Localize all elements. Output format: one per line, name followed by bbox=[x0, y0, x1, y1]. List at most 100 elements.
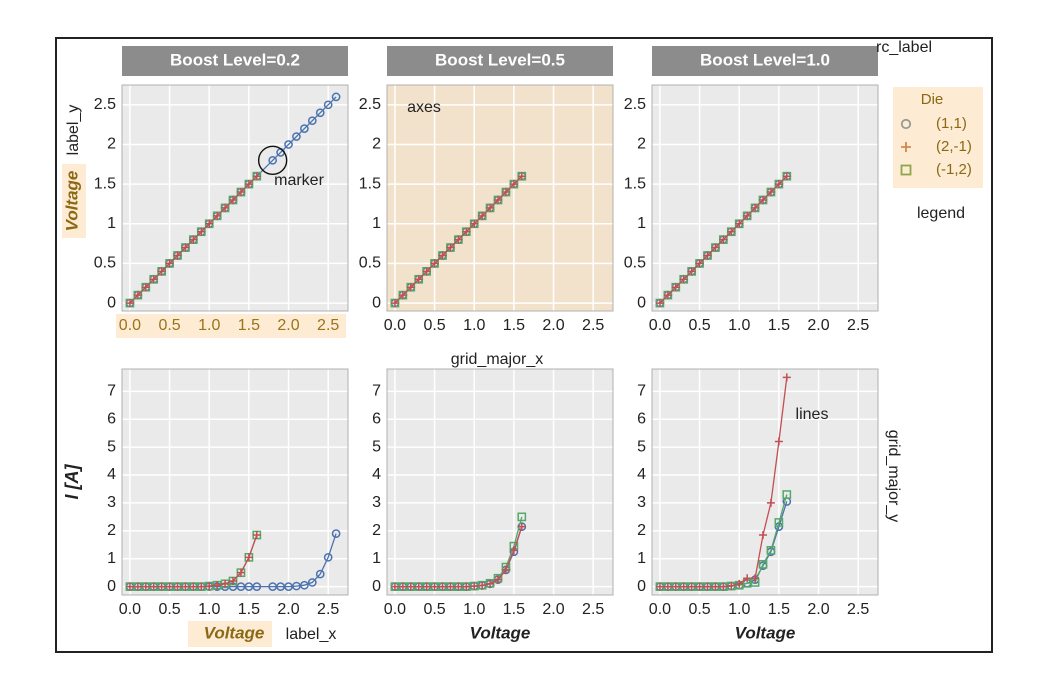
y-tick-label: 7 bbox=[372, 383, 381, 400]
panel-border bbox=[651, 368, 879, 596]
x-tick-label: 0.5 bbox=[158, 601, 180, 618]
data-point bbox=[398, 291, 407, 300]
y-tick-label: 0 bbox=[107, 294, 116, 311]
data-point bbox=[719, 582, 728, 591]
x-tick-label: 0.5 bbox=[423, 317, 445, 334]
data-point bbox=[173, 251, 182, 260]
x-tick-label: 1.0 bbox=[198, 317, 220, 334]
data-point bbox=[766, 498, 775, 507]
y-tick-label: 2.5 bbox=[359, 96, 381, 113]
annotation-lines: lines bbox=[796, 406, 829, 423]
data-point bbox=[189, 582, 198, 591]
annotation-label-x: label_x bbox=[286, 626, 337, 643]
data-point bbox=[782, 373, 791, 382]
x-axis-label: Voltage bbox=[470, 623, 531, 642]
x-tick-label: 1.5 bbox=[238, 317, 260, 334]
data-point bbox=[446, 582, 455, 591]
data-point bbox=[149, 582, 158, 591]
legend-square-icon bbox=[900, 164, 912, 176]
data-point bbox=[323, 552, 333, 562]
data-point bbox=[205, 219, 214, 228]
data-point bbox=[390, 582, 399, 591]
data-point bbox=[252, 531, 261, 540]
data-point bbox=[149, 275, 158, 284]
data-point bbox=[655, 299, 664, 308]
data-point bbox=[462, 582, 471, 591]
y-tick-label: 1 bbox=[372, 215, 381, 232]
data-point bbox=[735, 219, 744, 228]
y-tick-label: 5 bbox=[372, 438, 381, 455]
data-point bbox=[782, 490, 792, 499]
data-point bbox=[766, 188, 775, 197]
y-tick-label: 0 bbox=[372, 294, 381, 311]
data-point bbox=[494, 575, 503, 584]
legend-entry-label: (-1,2) bbox=[936, 161, 972, 178]
annotation-rc-label: rc_label bbox=[876, 39, 932, 56]
data-point bbox=[711, 582, 720, 591]
data-point bbox=[157, 267, 166, 276]
x-tick-label: 2.0 bbox=[277, 601, 299, 618]
facet-strip bbox=[122, 46, 348, 76]
data-point bbox=[181, 243, 190, 252]
y-tick-label: 6 bbox=[372, 410, 381, 427]
y-tick-label: 4 bbox=[372, 466, 381, 483]
data-point bbox=[486, 203, 495, 212]
data-point bbox=[501, 188, 510, 197]
data-point bbox=[307, 116, 317, 126]
data-point bbox=[454, 582, 463, 591]
y-tick-label: 5 bbox=[107, 438, 116, 455]
x-tick-label: 0.0 bbox=[649, 317, 671, 334]
x-tick-label: 2.5 bbox=[847, 317, 869, 334]
panel: 0 1 2 3 4 5 6 7 0.0 0.5 1.0 1.5 2.0 2.5 Voltage bbox=[637, 368, 879, 642]
panel-background bbox=[122, 369, 348, 595]
x-axis-label: Voltage bbox=[735, 623, 796, 642]
data-point bbox=[470, 582, 479, 591]
y-tick-label: 0 bbox=[637, 578, 646, 595]
annotation-axes: axes bbox=[407, 99, 441, 116]
data-point bbox=[517, 172, 526, 181]
data-point bbox=[655, 582, 664, 591]
data-point bbox=[315, 569, 325, 579]
data-point bbox=[141, 582, 150, 591]
annotation-label-y: label_y bbox=[65, 105, 82, 156]
y-tick-label: 2.5 bbox=[94, 96, 116, 113]
x-tick-label: 1.0 bbox=[728, 601, 750, 618]
x-tick-label: 1.5 bbox=[238, 601, 260, 618]
panel-border bbox=[121, 84, 349, 312]
data-point bbox=[422, 582, 431, 591]
data-point bbox=[430, 259, 439, 268]
x-tick-label: 2.0 bbox=[807, 601, 829, 618]
data-point bbox=[133, 291, 142, 300]
data-point bbox=[438, 582, 447, 591]
x-tick-label: 1.0 bbox=[728, 317, 750, 334]
data-point bbox=[229, 577, 238, 586]
data-point bbox=[517, 522, 526, 531]
data-point bbox=[478, 211, 487, 220]
x-tick-label: 0.0 bbox=[384, 317, 406, 334]
y-tick-label: 3 bbox=[107, 494, 116, 511]
data-point bbox=[197, 227, 206, 236]
data-point bbox=[173, 582, 182, 591]
y-tick-label: 4 bbox=[637, 466, 646, 483]
y-tick-label: 3 bbox=[637, 494, 646, 511]
data-point bbox=[244, 553, 253, 562]
x-tick-label: 2.5 bbox=[317, 317, 339, 334]
panel: 0 0.5 1 1.5 2 2.5 0.0 0.5 1.0 1.5 2.0 2.5 bbox=[94, 84, 349, 338]
x-label-highlight bbox=[188, 621, 272, 647]
data-point bbox=[774, 437, 783, 446]
x-tick-label: 0.0 bbox=[384, 601, 406, 618]
annotation-legend: legend bbox=[917, 205, 965, 222]
legend-entry-label: (1,1) bbox=[936, 115, 967, 132]
data-point bbox=[414, 582, 423, 591]
data-point bbox=[213, 211, 222, 220]
data-point bbox=[679, 275, 688, 284]
annotation-grid-major-x: grid_major_x bbox=[451, 351, 543, 368]
facet-title: Boost Level=0.2 bbox=[170, 50, 300, 69]
legend-box bbox=[893, 87, 983, 188]
y-tick-label: 3 bbox=[372, 494, 381, 511]
y-tick-label: 1 bbox=[107, 550, 116, 567]
data-point bbox=[229, 195, 238, 204]
data-point bbox=[213, 581, 222, 590]
data-point bbox=[284, 582, 293, 591]
